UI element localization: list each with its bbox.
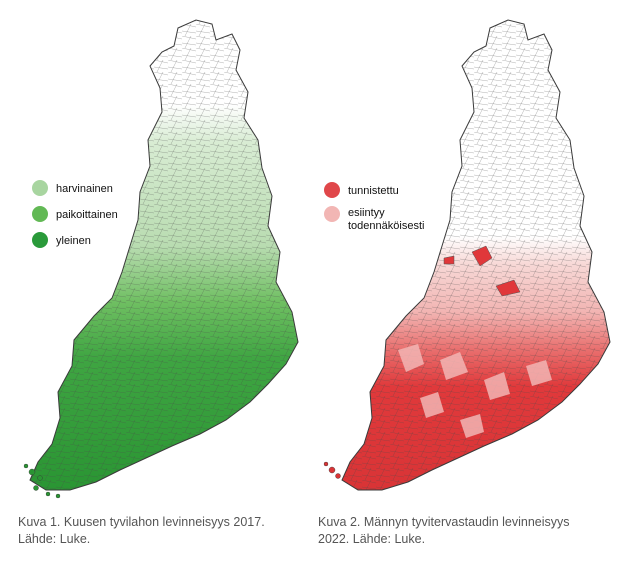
- legend-right: tunnistettu esiintyy todennäköisesti: [324, 182, 424, 232]
- caption-left-line1: Kuva 1. Kuusen tyvilahon levinneisyys 20…: [18, 515, 265, 529]
- legend-label-occasional: paikoittainen: [56, 209, 118, 221]
- legend-swatch-identified: [324, 182, 340, 198]
- legend-swatch-common: [32, 232, 48, 248]
- legend-swatch-occasional: [32, 206, 48, 222]
- finland-map-right: tunnistettu esiintyy todennäköisesti: [323, 19, 611, 491]
- legend-swatch-rare: [32, 180, 48, 196]
- legend-label-probable-1: esiintyy: [348, 207, 385, 219]
- finland-shape-right: [323, 19, 611, 491]
- map-pine-root-rot: tunnistettu esiintyy todennäköisesti: [320, 0, 640, 510]
- legend-swatch-probable: [324, 206, 340, 222]
- legend-label-common: yleinen: [56, 235, 91, 247]
- caption-left-line2: Lähde: Luke.: [18, 532, 91, 546]
- caption-right-line1: Kuva 2. Männyn tyvitervastaudin levinnei…: [318, 515, 570, 529]
- legend-label-rare: harvinainen: [56, 183, 113, 195]
- finland-map-left: harvinainen paikoittainen yleinen: [23, 19, 299, 499]
- caption-right: Kuva 2. Männyn tyvitervastaudin levinnei…: [318, 514, 618, 548]
- legend-label-identified: tunnistettu: [348, 185, 399, 197]
- legend-left: harvinainen paikoittainen yleinen: [32, 180, 118, 248]
- caption-right-line2: 2022. Lähde: Luke.: [318, 532, 426, 546]
- finland-shape-left: [23, 19, 299, 499]
- legend-label-probable-2: todennäköisesti: [348, 220, 424, 232]
- caption-left: Kuva 1. Kuusen tyvilahon levinneisyys 20…: [18, 514, 318, 548]
- map-spruce-butt-rot: harvinainen paikoittainen yleinen: [0, 0, 320, 510]
